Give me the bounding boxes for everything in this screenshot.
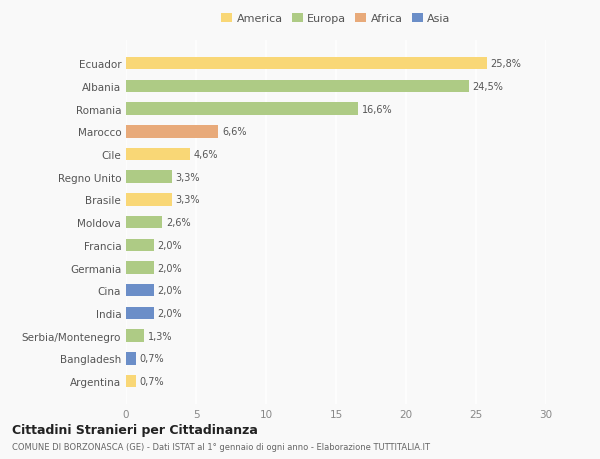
Bar xyxy=(126,148,190,161)
Bar xyxy=(126,80,469,93)
Text: Cittadini Stranieri per Cittadinanza: Cittadini Stranieri per Cittadinanza xyxy=(12,423,258,436)
Text: 3,3%: 3,3% xyxy=(176,172,200,182)
Text: 2,0%: 2,0% xyxy=(157,308,182,318)
Bar xyxy=(126,58,487,70)
Text: COMUNE DI BORZONASCA (GE) - Dati ISTAT al 1° gennaio di ogni anno - Elaborazione: COMUNE DI BORZONASCA (GE) - Dati ISTAT a… xyxy=(12,442,430,451)
Legend: America, Europa, Africa, Asia: America, Europa, Africa, Asia xyxy=(218,11,454,28)
Bar xyxy=(126,285,154,297)
Bar xyxy=(126,353,136,365)
Text: 6,6%: 6,6% xyxy=(222,127,247,137)
Text: 1,3%: 1,3% xyxy=(148,331,172,341)
Text: 4,6%: 4,6% xyxy=(194,150,218,160)
Bar xyxy=(126,239,154,252)
Text: 2,0%: 2,0% xyxy=(157,263,182,273)
Bar xyxy=(126,103,358,116)
Bar xyxy=(126,194,172,206)
Text: 16,6%: 16,6% xyxy=(362,104,392,114)
Bar xyxy=(126,375,136,387)
Bar xyxy=(126,330,144,342)
Bar xyxy=(126,216,163,229)
Text: 0,7%: 0,7% xyxy=(139,376,164,386)
Bar xyxy=(126,262,154,274)
Bar xyxy=(126,126,218,138)
Text: 24,5%: 24,5% xyxy=(473,82,503,92)
Text: 25,8%: 25,8% xyxy=(491,59,521,69)
Bar xyxy=(126,171,172,184)
Text: 2,6%: 2,6% xyxy=(166,218,191,228)
Text: 0,7%: 0,7% xyxy=(139,353,164,364)
Text: 2,0%: 2,0% xyxy=(157,240,182,250)
Text: 2,0%: 2,0% xyxy=(157,285,182,296)
Text: 3,3%: 3,3% xyxy=(176,195,200,205)
Bar xyxy=(126,307,154,319)
